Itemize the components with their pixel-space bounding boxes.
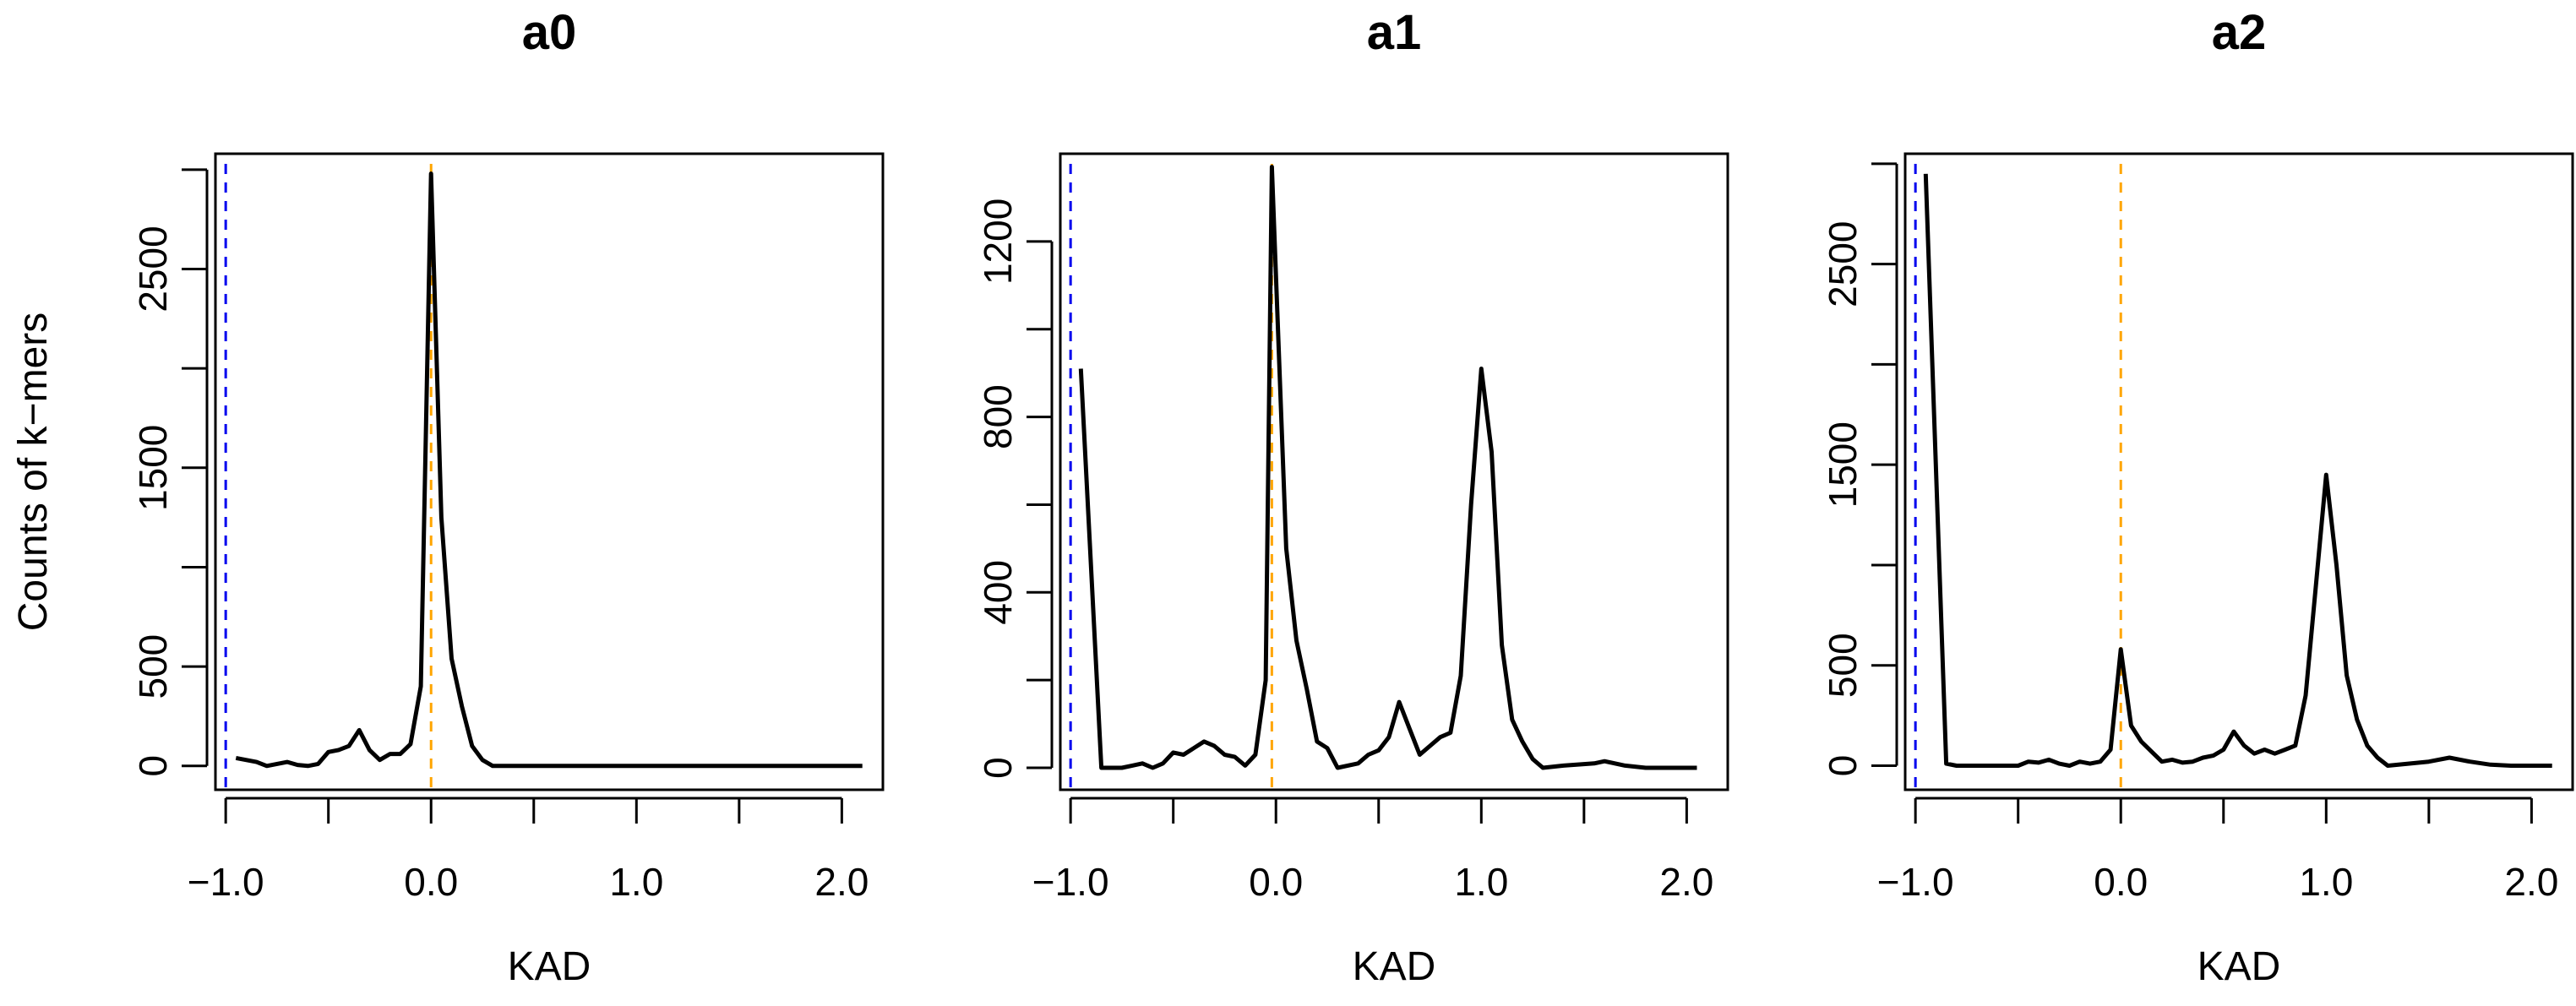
chart-title: a0 (522, 5, 577, 60)
y-tick-label: 2500 (131, 226, 175, 312)
x-axis-label: KAD (2197, 944, 2281, 989)
chart-title: a2 (2212, 5, 2267, 60)
x-tick-label: −1.0 (1032, 860, 1109, 904)
x-tick-label: 2.0 (1659, 860, 1713, 904)
y-tick-label: 0 (976, 757, 1020, 779)
x-axis-label: KAD (1353, 944, 1436, 989)
y-tick-label: 0 (131, 755, 175, 777)
x-tick-label: −1.0 (188, 860, 264, 904)
y-tick-label: 500 (1821, 633, 1865, 698)
panel-a2: a2 KAD −1.0 0.0 1.0 2.0 0 500 1500 2500 (1821, 5, 2574, 989)
x-tick-label: 2.0 (2504, 860, 2558, 904)
series-line (235, 171, 863, 769)
x-tick-label: 0.0 (1249, 860, 1303, 904)
y-tick-label: 500 (131, 634, 175, 699)
x-tick-label: 0.0 (404, 860, 458, 904)
panel-a0: a0 KAD Counts of k−mers −1.0 0.0 1.0 2.0 0 500 15… (11, 5, 885, 989)
y-tick-label: 2500 (1821, 220, 1865, 307)
chart-panels: a0 KAD Counts of k−mers −1.0 0.0 1.0 2.0 0 500 15… (11, 5, 2574, 989)
plot-frame (1903, 152, 2574, 791)
x-tick-label: 1.0 (1454, 860, 1508, 904)
series-line (1923, 173, 2552, 768)
plot-frame (214, 152, 885, 791)
x-axis-label: KAD (508, 944, 591, 989)
y-tick-label: 0 (1821, 755, 1865, 777)
plot-frame (1059, 152, 1729, 791)
x-tick-label: 1.0 (2299, 860, 2353, 904)
y-tick-label: 1200 (976, 198, 1020, 285)
y-tick-label: 1500 (131, 425, 175, 511)
y-tick-label: 400 (976, 560, 1020, 625)
x-tick-label: 2.0 (814, 860, 869, 904)
x-tick-label: 0.0 (2094, 860, 2148, 904)
x-tick-label: 1.0 (609, 860, 663, 904)
x-tick-label: −1.0 (1877, 860, 1954, 904)
panel-a1: a1 KAD −1.0 0.0 1.0 2.0 0 400 800 1200 (976, 5, 1729, 989)
y-tick-label: 800 (976, 384, 1020, 449)
series-line (1078, 165, 1697, 770)
chart-title: a1 (1367, 5, 1422, 60)
y-tick-label: 1500 (1821, 421, 1865, 508)
y-axis-label: Counts of k−mers (11, 313, 56, 631)
